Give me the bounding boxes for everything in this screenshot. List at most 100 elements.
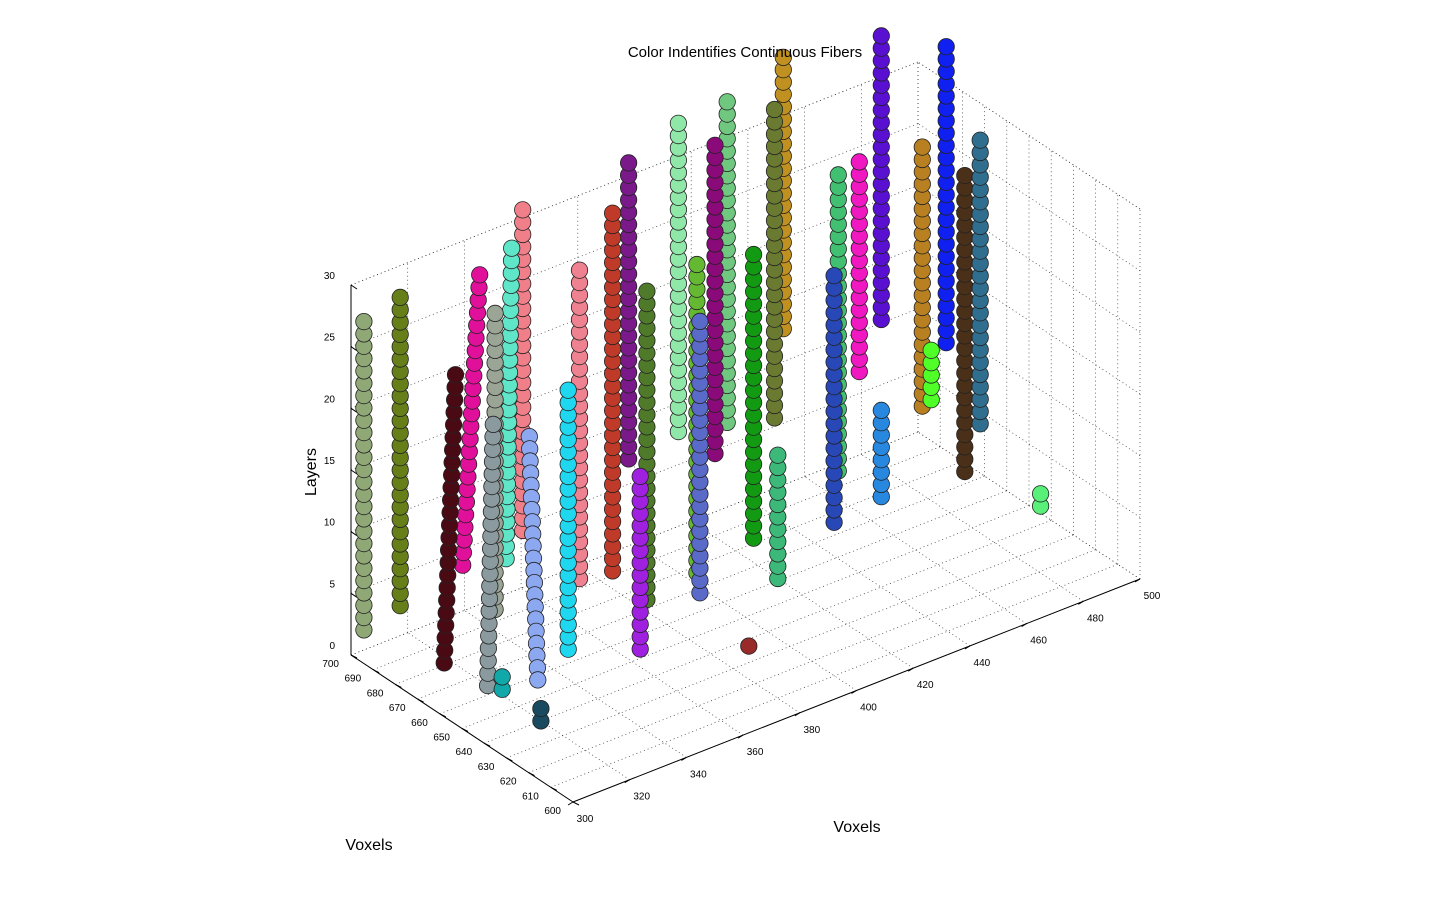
grid-line [395, 461, 963, 685]
data-point [718, 93, 736, 111]
data-point [631, 467, 649, 485]
grid-line [917, 370, 1141, 518]
grid-line [861, 454, 1084, 602]
data-point [1032, 485, 1050, 503]
data-point [956, 167, 974, 185]
x-axis-label: Voxels [833, 819, 880, 836]
x-tick-mark [964, 645, 971, 650]
x-tick-label: 420 [917, 680, 934, 691]
grid-line [917, 123, 1141, 271]
y-tick-mark [439, 713, 447, 718]
x-tick-label: 320 [633, 792, 650, 803]
z-tick-label: 20 [324, 394, 336, 405]
data-point [691, 312, 709, 330]
y-tick-label: 670 [389, 703, 406, 714]
x-tick-mark [907, 667, 914, 672]
grid-line [917, 246, 1141, 395]
z-tick-mark [350, 284, 358, 290]
x-tick-mark [1021, 623, 1027, 628]
y-tick-mark [483, 742, 491, 747]
z-tick-label: 0 [329, 641, 335, 652]
y-tick-label: 660 [411, 718, 428, 729]
data-point [559, 381, 577, 399]
grid-line [577, 565, 800, 714]
y-tick-mark [572, 801, 580, 806]
z-axis-label: Layers [303, 448, 320, 496]
axes-layer [350, 284, 1141, 806]
y-tick-mark [395, 683, 402, 688]
x-tick-mark [567, 801, 574, 806]
data-point [774, 48, 792, 67]
tick-label-layer: 3003203403603804004204404604805006006106… [322, 271, 1160, 825]
data-point [391, 288, 409, 306]
grid-line [407, 632, 630, 780]
data-point [706, 136, 724, 154]
grid-line [520, 587, 744, 736]
data-point [913, 138, 931, 156]
grid-line [804, 476, 1027, 624]
x-tick-label: 500 [1144, 591, 1161, 602]
data-point [355, 312, 373, 331]
data-point [619, 154, 638, 172]
data-point [669, 114, 688, 132]
z-tick-label: 15 [324, 456, 336, 467]
grid-line [484, 519, 1052, 744]
data-point [740, 637, 758, 655]
y-tick-label: 630 [478, 762, 495, 773]
data-point [503, 239, 521, 257]
y-tick-label: 700 [322, 659, 339, 670]
data-point [570, 261, 589, 279]
z-tick-mark [350, 654, 358, 660]
y-tick-label: 610 [522, 791, 539, 802]
x-tick-label: 440 [974, 658, 991, 669]
grid-line [917, 308, 1141, 456]
x-tick-label: 460 [1030, 636, 1047, 647]
y-tick-label: 640 [456, 747, 473, 758]
data-point [471, 266, 489, 284]
data-point [744, 245, 763, 264]
y-tick-label: 600 [544, 806, 561, 817]
data-point [971, 131, 989, 149]
x-tick-mark [681, 756, 687, 761]
data-point [872, 27, 890, 45]
grid-line [373, 446, 941, 671]
z-tick-mark [350, 531, 358, 537]
x-tick-mark [737, 734, 744, 739]
z-tick-mark [350, 407, 358, 413]
grid-line [917, 431, 1141, 580]
x-tick-label: 300 [577, 814, 594, 825]
x-tick-mark [624, 779, 630, 784]
y-tick-mark [506, 757, 513, 762]
data-point [603, 204, 622, 222]
grid-line [550, 563, 1118, 788]
grid-line [506, 534, 1074, 759]
chart-title: Color Indentifies Continuous Fibers [628, 44, 862, 61]
data-point [529, 671, 547, 689]
data-point [937, 38, 955, 56]
y-tick-mark [372, 669, 380, 674]
y-axis-label: Voxels [345, 837, 392, 854]
x-tick-label: 360 [747, 747, 764, 758]
y-tick-mark [461, 728, 469, 732]
x-tick-mark [794, 712, 801, 717]
data-point [532, 699, 550, 718]
y-tick-mark [550, 786, 558, 791]
z-tick-label: 10 [324, 518, 336, 529]
x-tick-mark [851, 690, 857, 694]
data-point [765, 100, 784, 119]
z-tick-mark [350, 592, 358, 598]
x-tick-label: 400 [860, 703, 877, 714]
data-point [850, 153, 868, 171]
data-point [493, 668, 511, 686]
data-point [486, 304, 504, 322]
y-tick-label: 690 [345, 674, 362, 685]
y-tick-label: 650 [433, 733, 450, 744]
x-tick-mark [1078, 600, 1084, 605]
data-point [446, 366, 465, 384]
x-tick-label: 480 [1087, 613, 1104, 624]
x-tick-label: 380 [803, 725, 820, 736]
data-point [688, 255, 706, 274]
z-tick-mark [350, 346, 358, 352]
y-tick-mark [528, 772, 535, 777]
